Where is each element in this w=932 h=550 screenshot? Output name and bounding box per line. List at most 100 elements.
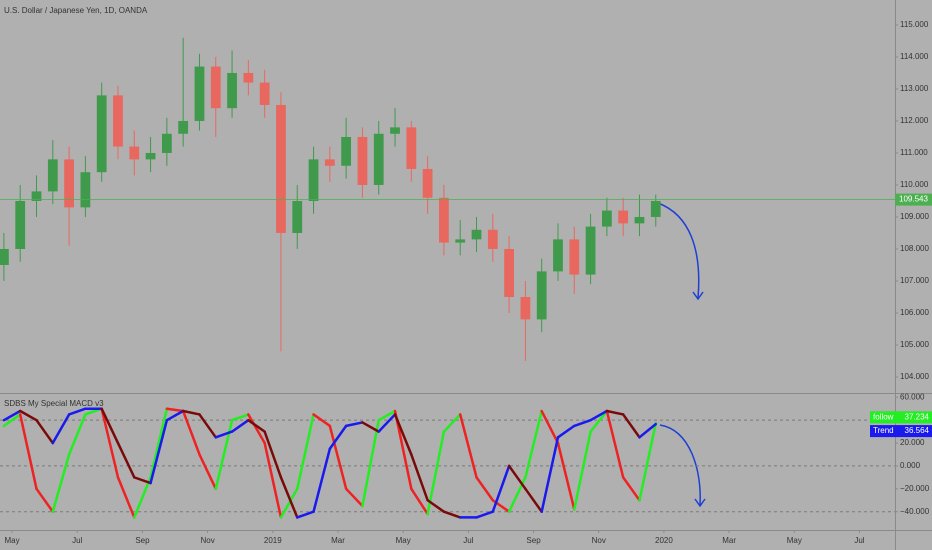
series-segment — [344, 421, 364, 428]
series-segment — [295, 413, 315, 491]
series-segment — [263, 441, 283, 519]
series-segment — [149, 407, 169, 479]
x-tick-label: Jul — [854, 536, 864, 545]
candle-body — [471, 229, 482, 240]
y-tick-label: 113.000 — [900, 84, 929, 93]
x-tick-label: Sep — [135, 536, 150, 545]
series-segment — [589, 409, 609, 422]
candle-body — [406, 127, 417, 169]
series-segment — [295, 510, 315, 519]
x-tick-label: Nov — [200, 536, 214, 545]
series-segment — [149, 418, 169, 485]
last-price-label: 109.543 — [899, 195, 928, 204]
candle-body — [47, 159, 58, 192]
candle-body — [390, 127, 400, 134]
series-segment — [230, 413, 250, 422]
legend-name: follow — [873, 412, 894, 421]
series-segment — [589, 409, 609, 433]
series-segment — [133, 476, 152, 519]
legend-value: 36.564 — [905, 426, 930, 435]
y-tick-label: 105.000 — [900, 340, 929, 349]
chart-title: U.S. Dollar / Japanese Yen, 1D, OANDA — [4, 6, 148, 15]
candle-body — [292, 200, 303, 233]
series-segment — [621, 413, 641, 439]
candle-body — [243, 72, 254, 83]
series-segment — [18, 409, 38, 422]
legend-box — [870, 425, 932, 438]
y-tick-label: 20.000 — [900, 438, 925, 447]
series-segment — [67, 413, 87, 456]
candle-body — [210, 66, 221, 109]
candle-body — [455, 239, 466, 243]
candle-body — [487, 229, 498, 249]
candle-body — [618, 210, 629, 224]
last-price-box — [895, 193, 932, 206]
candle-body — [178, 120, 189, 134]
series-segment — [116, 441, 136, 479]
series-segment — [377, 413, 397, 433]
candle-body — [276, 104, 286, 233]
y-tick-label: −40.000 — [900, 507, 930, 516]
candle-body — [422, 168, 433, 198]
series-segment — [638, 422, 658, 502]
series-segment — [67, 407, 87, 416]
series-segment — [410, 453, 429, 502]
candle-body — [504, 248, 514, 297]
annotation-arrowhead — [694, 498, 706, 508]
series-segment — [247, 413, 266, 445]
candle-body — [634, 216, 645, 224]
y-tick-label: 115.000 — [900, 20, 929, 29]
candle-body — [536, 271, 547, 320]
x-tick-label: Nov — [592, 536, 606, 545]
candle-body — [96, 95, 107, 173]
series-segment — [312, 447, 332, 513]
candle-body — [308, 159, 319, 201]
y-tick-label: 106.000 — [900, 308, 929, 317]
series-segment — [328, 424, 348, 491]
candle-body — [569, 239, 580, 275]
x-tick-label: May — [4, 536, 19, 545]
candle-body — [553, 239, 563, 272]
series-segment — [312, 413, 332, 428]
series-segment — [638, 422, 658, 439]
x-tick-label: 2019 — [264, 536, 282, 545]
series-segment — [181, 409, 201, 416]
series-segment — [442, 510, 462, 519]
x-tick-label: Jul — [72, 536, 82, 545]
candle-body — [341, 136, 352, 166]
candle-body — [585, 226, 596, 275]
legend-value: 37.234 — [905, 412, 930, 421]
candle-body — [439, 197, 449, 243]
series-segment — [198, 413, 218, 439]
series-segment — [361, 421, 380, 433]
candle-body — [64, 159, 74, 208]
series-segment — [393, 413, 413, 456]
y-tick-label: 60.000 — [900, 392, 925, 401]
candle-body — [227, 72, 237, 109]
series-segment — [181, 409, 201, 456]
series-segment — [540, 436, 560, 513]
series-segment — [2, 409, 22, 422]
x-tick-label: May — [787, 536, 802, 545]
candle-body — [601, 210, 612, 227]
candle-body — [145, 152, 156, 160]
y-tick-label: 0.000 — [900, 461, 921, 470]
series-segment — [18, 413, 38, 491]
candle-body — [324, 159, 335, 166]
annotation-arrow — [657, 202, 700, 299]
indicator-title: SDBS My Special MACD v3 — [4, 399, 104, 408]
series-segment — [573, 418, 592, 428]
series-segment — [442, 413, 462, 433]
series-segment — [279, 487, 299, 519]
series-segment — [556, 441, 576, 511]
candle-body — [129, 146, 140, 160]
series-segment — [410, 487, 429, 516]
series-segment — [165, 407, 185, 413]
y-tick-label: 114.000 — [900, 52, 929, 61]
annotation-arrowhead — [692, 291, 704, 301]
series-segment — [475, 510, 495, 519]
candle-body — [357, 136, 368, 185]
candle-body — [650, 200, 661, 217]
series-segment — [133, 476, 152, 485]
